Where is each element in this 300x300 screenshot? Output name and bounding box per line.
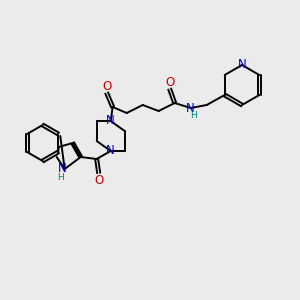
Text: N: N <box>106 115 115 128</box>
Text: H: H <box>190 110 197 119</box>
Text: N: N <box>238 58 246 71</box>
Text: O: O <box>165 76 174 88</box>
Text: N: N <box>186 101 195 115</box>
Text: N: N <box>58 163 67 176</box>
Text: H: H <box>57 173 64 182</box>
Text: O: O <box>102 80 111 92</box>
Text: O: O <box>94 173 103 187</box>
Text: N: N <box>106 145 115 158</box>
